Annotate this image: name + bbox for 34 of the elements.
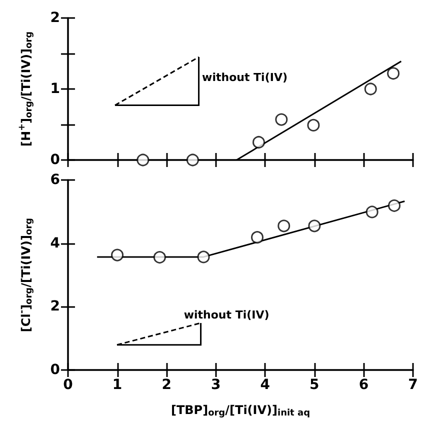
y-tick-label: 2	[50, 298, 60, 315]
annotation: without Ti(IV)	[184, 308, 270, 322]
y-tick-label: 0	[50, 362, 60, 378]
point	[197, 250, 210, 264]
x-tick-label: 7	[408, 377, 418, 393]
point	[388, 199, 401, 212]
y-axis-title: [Cl-]org/[Ti(IV)]org	[18, 218, 34, 332]
point	[278, 220, 290, 232]
point	[186, 154, 199, 166]
annotation: without Ti(IV)	[202, 71, 288, 84]
y-tick-label: 4	[50, 235, 60, 252]
x-tick-label: 1	[112, 377, 122, 393]
point	[308, 220, 321, 232]
point	[252, 136, 265, 148]
y-tick-label: 1	[50, 81, 60, 97]
point	[387, 67, 400, 80]
x-tick-label: 5	[310, 377, 320, 393]
x-tick-label: 4	[260, 377, 270, 393]
x-tick-label: 2	[162, 377, 172, 393]
y-axis-title: [H+]org/[Ti(IV)]org	[18, 31, 34, 147]
point	[275, 113, 288, 126]
point	[251, 231, 264, 244]
x-tick-label: 3	[210, 377, 221, 393]
point	[364, 82, 377, 96]
point	[307, 118, 320, 132]
point	[111, 248, 124, 262]
y-tick-label: 2	[50, 10, 60, 26]
x-tick-label: 6	[358, 377, 369, 393]
x-tick-label: 0	[63, 377, 74, 393]
point	[366, 206, 378, 218]
y-tick-label: 0	[50, 152, 60, 168]
point	[153, 251, 166, 264]
point	[136, 154, 150, 166]
y-tick-label: 6	[50, 172, 60, 188]
